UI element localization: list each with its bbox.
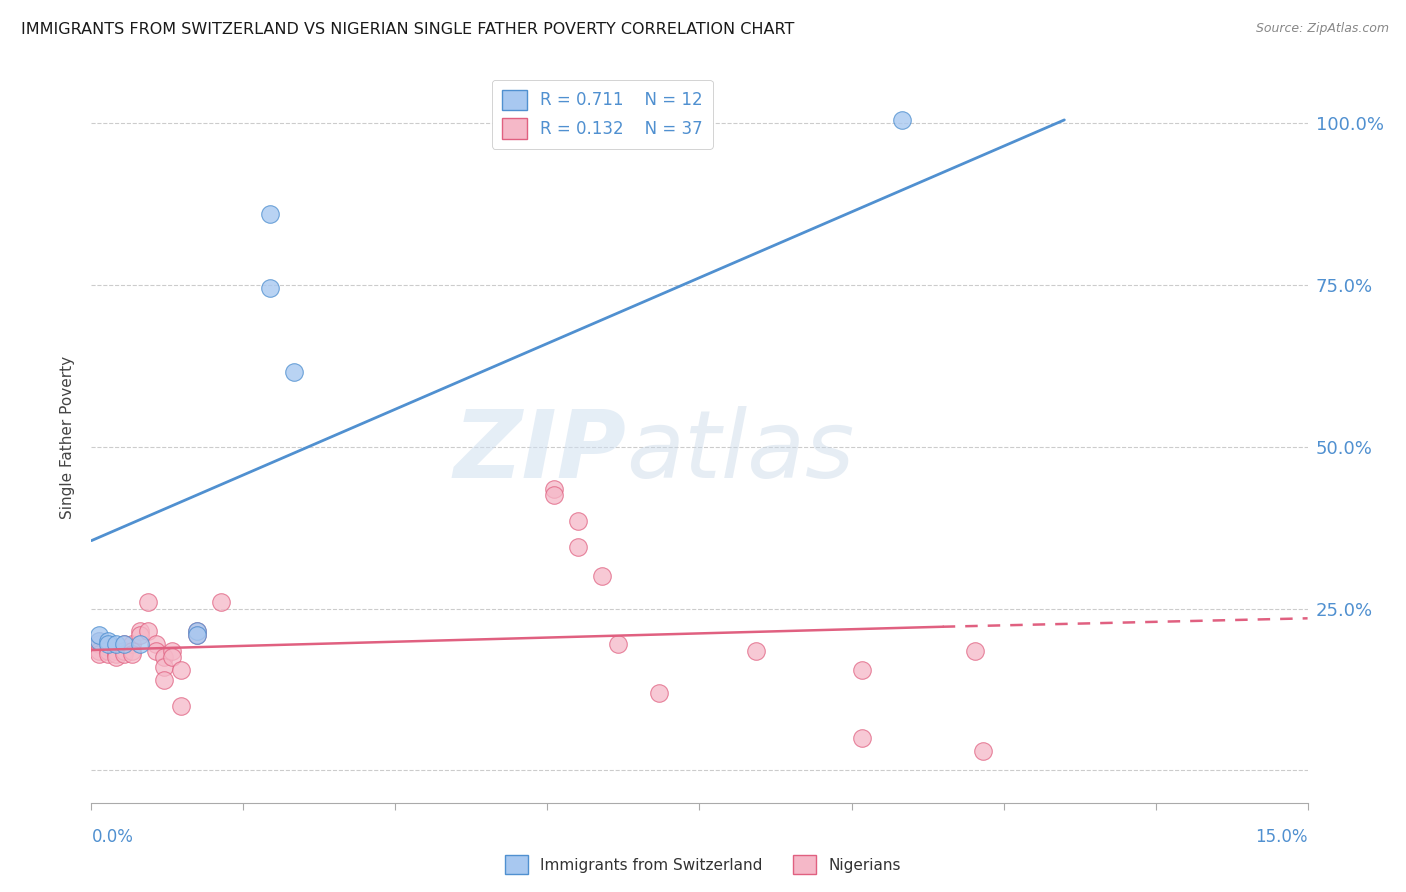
Point bbox=[153, 673, 176, 687]
Point bbox=[97, 640, 120, 655]
Point bbox=[104, 647, 127, 661]
Point bbox=[89, 634, 111, 648]
Point bbox=[136, 624, 159, 639]
Point bbox=[186, 624, 208, 639]
Point bbox=[543, 488, 565, 502]
Point bbox=[162, 650, 184, 665]
Point bbox=[121, 637, 143, 651]
Text: atlas: atlas bbox=[627, 406, 855, 497]
Y-axis label: Single Father Poverty: Single Father Poverty bbox=[60, 356, 76, 518]
Text: 15.0%: 15.0% bbox=[1256, 828, 1308, 846]
Point bbox=[648, 686, 671, 700]
Point bbox=[136, 595, 159, 609]
Point bbox=[972, 744, 994, 758]
Point bbox=[745, 643, 768, 657]
Point bbox=[104, 643, 127, 657]
Point bbox=[112, 637, 135, 651]
Point bbox=[89, 627, 111, 641]
Point bbox=[112, 647, 135, 661]
Text: IMMIGRANTS FROM SWITZERLAND VS NIGERIAN SINGLE FATHER POVERTY CORRELATION CHART: IMMIGRANTS FROM SWITZERLAND VS NIGERIAN … bbox=[21, 22, 794, 37]
Point bbox=[145, 637, 167, 651]
Point bbox=[121, 643, 143, 657]
Point bbox=[591, 569, 613, 583]
Point bbox=[851, 663, 873, 677]
Point bbox=[567, 540, 589, 554]
Point bbox=[89, 643, 111, 657]
Text: 0.0%: 0.0% bbox=[91, 828, 134, 846]
Point bbox=[97, 637, 120, 651]
Point bbox=[186, 627, 208, 641]
Point bbox=[607, 637, 630, 651]
Point bbox=[129, 624, 152, 639]
Point bbox=[104, 650, 127, 665]
Point bbox=[104, 637, 127, 651]
Point bbox=[543, 482, 565, 496]
Point bbox=[129, 637, 152, 651]
Point bbox=[97, 643, 120, 657]
Point bbox=[186, 627, 208, 641]
Point bbox=[89, 637, 111, 651]
Point bbox=[169, 698, 191, 713]
Point bbox=[145, 643, 167, 657]
Point bbox=[891, 112, 914, 127]
Point bbox=[153, 660, 176, 674]
Text: Source: ZipAtlas.com: Source: ZipAtlas.com bbox=[1256, 22, 1389, 36]
Point bbox=[112, 637, 135, 651]
Point bbox=[89, 634, 111, 648]
Point bbox=[121, 647, 143, 661]
Point bbox=[259, 281, 281, 295]
Legend: Immigrants from Switzerland, Nigerians: Immigrants from Switzerland, Nigerians bbox=[499, 849, 907, 880]
Text: ZIP: ZIP bbox=[454, 406, 627, 498]
Legend: R = 0.711    N = 12, R = 0.132    N = 37: R = 0.711 N = 12, R = 0.132 N = 37 bbox=[492, 79, 713, 149]
Point bbox=[169, 663, 191, 677]
Point bbox=[112, 643, 135, 657]
Point bbox=[965, 643, 987, 657]
Point bbox=[97, 647, 120, 661]
Point bbox=[283, 365, 305, 379]
Point bbox=[97, 634, 120, 648]
Point bbox=[259, 207, 281, 221]
Point bbox=[851, 731, 873, 745]
Point bbox=[129, 627, 152, 641]
Point bbox=[153, 650, 176, 665]
Point bbox=[567, 514, 589, 528]
Point bbox=[162, 643, 184, 657]
Point bbox=[209, 595, 232, 609]
Point bbox=[186, 624, 208, 639]
Point bbox=[89, 647, 111, 661]
